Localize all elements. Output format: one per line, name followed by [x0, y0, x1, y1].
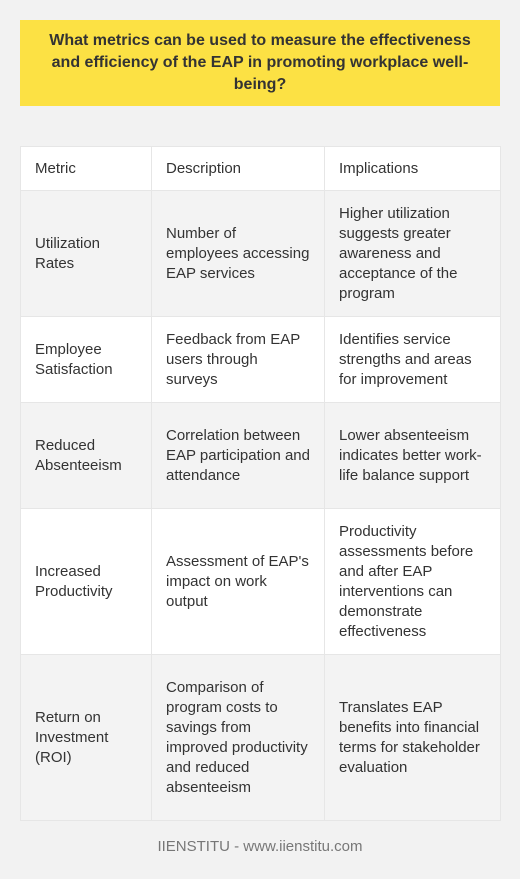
header-description: Description [151, 146, 325, 191]
description-cell: Feedback from EAP users through surveys [151, 316, 325, 403]
header-implications: Implications [324, 146, 501, 191]
metric-cell: Return on Investment (ROI) [20, 654, 152, 821]
implications-cell: Higher utilization suggests greater awar… [324, 190, 501, 317]
description-cell: Assessment of EAP's impact on work outpu… [151, 508, 325, 655]
table-row: Employee Satisfaction Feedback from EAP … [20, 316, 501, 403]
table-row: Increased Productivity Assessment of EAP… [20, 508, 501, 655]
metric-cell: Reduced Absenteeism [20, 402, 152, 509]
metric-cell: Increased Productivity [20, 508, 152, 655]
question-box: What metrics can be used to measure the … [20, 20, 500, 106]
description-cell: Number of employees accessing EAP servic… [151, 190, 325, 317]
description-cell: Comparison of program costs to savings f… [151, 654, 325, 821]
question-title: What metrics can be used to measure the … [49, 32, 471, 93]
table-row: Reduced Absenteeism Correlation between … [20, 402, 501, 509]
table-row: Utilization Rates Number of employees ac… [20, 190, 501, 317]
table-row: Return on Investment (ROI) Comparison of… [20, 654, 501, 821]
implications-cell: Translates EAP benefits into financial t… [324, 654, 501, 821]
header-metric: Metric [20, 146, 152, 191]
metric-cell: Employee Satisfaction [20, 316, 152, 403]
footer-credit: IIENSTITU - www.iienstitu.com [157, 838, 363, 855]
implications-cell: Productivity assessments before and afte… [324, 508, 501, 655]
table-header-row: Metric Description Implications [20, 146, 501, 191]
implications-cell: Lower absenteeism indicates better work-… [324, 402, 501, 509]
description-cell: Correlation between EAP participation an… [151, 402, 325, 509]
implications-cell: Identifies service strengths and areas f… [324, 316, 501, 403]
metric-cell: Utilization Rates [20, 190, 152, 317]
metrics-table: Metric Description Implications Utilizat… [20, 146, 501, 821]
